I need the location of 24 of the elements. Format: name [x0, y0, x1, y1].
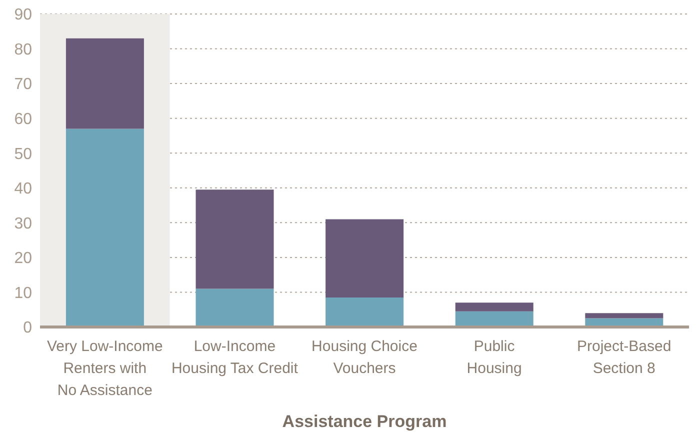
y-tick-label: 80	[14, 41, 32, 58]
y-tick-label: 0	[23, 320, 32, 337]
bar	[455, 302, 534, 312]
x-axis-title: Assistance Program	[282, 412, 447, 431]
y-tick-label: 90	[14, 6, 32, 24]
bar	[196, 190, 274, 289]
bar	[66, 128, 144, 327]
x-tick-label: Project-Based Section 8	[576, 338, 672, 377]
x-tick-label: Very Low-Income Renters with No Assistance	[46, 338, 163, 399]
bar	[196, 288, 274, 327]
x-tick-label: Housing Choice Vouchers	[312, 338, 418, 377]
y-tick-label: 10	[14, 284, 32, 302]
y-tick-label: 20	[14, 250, 32, 268]
y-tick-label: 30	[14, 215, 32, 232]
y-tick-label: 60	[14, 111, 32, 128]
bar	[66, 38, 144, 129]
bar	[585, 313, 664, 318]
x-tick-label: Low-Income Housing Tax Credit	[171, 338, 299, 377]
y-tick-label: 70	[14, 76, 32, 94]
bar	[326, 297, 404, 327]
y-tick-label: 50	[14, 146, 32, 163]
bar	[326, 219, 404, 298]
y-tick-label: 40	[14, 180, 32, 198]
x-tick-label: Public Housing	[466, 338, 522, 377]
